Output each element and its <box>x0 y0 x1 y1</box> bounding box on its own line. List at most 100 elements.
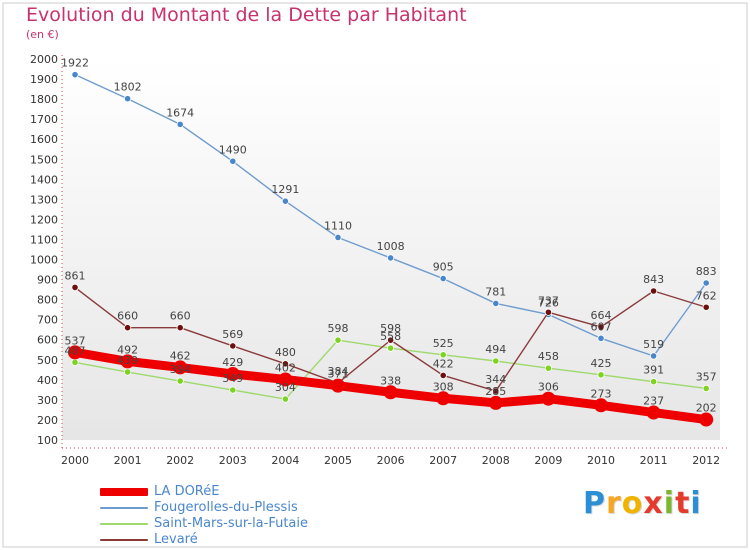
data-label: 480 <box>275 346 296 359</box>
data-point <box>649 287 658 295</box>
y-tick-label: 200 <box>37 414 58 427</box>
y-tick-label: 1400 <box>30 173 58 186</box>
data-label: 519 <box>643 338 664 351</box>
x-tick-label: 2004 <box>271 454 299 467</box>
data-point <box>229 386 237 394</box>
logo-letter: P <box>583 486 606 521</box>
y-tick-label: 2000 <box>30 53 58 66</box>
data-point <box>68 345 82 360</box>
data-label: 458 <box>538 350 559 363</box>
data-label: 338 <box>380 374 401 387</box>
legend-label: Levaré <box>154 532 198 547</box>
data-label: 391 <box>643 364 664 377</box>
data-label: 781 <box>485 285 506 298</box>
data-point <box>278 372 293 387</box>
data-label: 1490 <box>219 143 247 156</box>
x-tick-label: 2006 <box>377 454 405 467</box>
data-label: 237 <box>643 395 664 408</box>
chart-title: Evolution du Montant de la Dette par Hab… <box>26 4 467 26</box>
data-label: 1922 <box>61 57 89 70</box>
legend-label: Saint-Mars-sur-la-Futaie <box>154 516 309 531</box>
data-point <box>173 360 188 375</box>
y-tick-label: 300 <box>37 394 58 407</box>
data-label: 607 <box>591 320 612 333</box>
legend-label: LA DORéE <box>154 484 220 499</box>
data-point <box>176 120 184 128</box>
data-point <box>597 323 605 331</box>
data-label: 462 <box>170 349 191 362</box>
x-tick-label: 2000 <box>61 454 89 467</box>
logo-letter: o <box>621 486 644 521</box>
legend-swatch-saint-mars <box>100 523 148 525</box>
data-point <box>439 274 447 283</box>
data-label: 429 <box>222 356 243 369</box>
y-tick-label: 1300 <box>30 193 58 206</box>
data-label: 660 <box>170 310 191 323</box>
legend-item: Fougerolles-du-Plessis <box>100 500 360 516</box>
x-tick-label: 2001 <box>114 454 142 467</box>
y-tick-label: 400 <box>37 374 58 387</box>
data-point <box>594 398 608 413</box>
x-tick-label: 2011 <box>640 454 668 467</box>
legend-item: LA DORéE <box>100 484 360 500</box>
logo-letter: x <box>643 486 664 521</box>
y-tick-label: 1800 <box>30 93 58 106</box>
data-point <box>646 405 661 420</box>
y-tick-label: 1600 <box>30 133 58 146</box>
y-tick-label: 100 <box>37 434 58 447</box>
data-label: 664 <box>591 309 612 322</box>
data-label: 843 <box>643 273 664 286</box>
y-tick-label: 600 <box>37 334 58 347</box>
data-point <box>492 387 500 395</box>
data-point <box>281 197 289 205</box>
data-label: 285 <box>485 385 506 398</box>
proxiti-logo: Proxiti <box>583 486 702 521</box>
data-point <box>71 283 79 291</box>
x-tick-label: 2005 <box>324 454 352 467</box>
data-label: 422 <box>433 357 454 370</box>
data-label: 1802 <box>114 81 142 94</box>
x-tick-label: 2007 <box>429 454 457 467</box>
data-point <box>544 308 553 316</box>
logo-letter: t <box>675 486 691 521</box>
data-point <box>436 391 451 406</box>
data-label: 883 <box>696 265 717 278</box>
y-tick-label: 1900 <box>30 73 58 86</box>
data-label: 726 <box>538 296 559 309</box>
data-label: 349 <box>222 372 243 385</box>
y-tick-label: 1200 <box>30 213 58 226</box>
y-tick-label: 800 <box>37 294 58 307</box>
y-tick-label: 1000 <box>30 254 58 267</box>
logo-letter: r <box>606 486 622 521</box>
legend-item: Levaré <box>100 532 360 548</box>
data-point <box>176 377 184 385</box>
data-label: 558 <box>380 330 401 343</box>
data-point <box>702 279 710 287</box>
x-tick-label: 2002 <box>166 454 194 467</box>
data-label: 273 <box>591 387 612 400</box>
data-label: 537 <box>65 334 86 347</box>
data-point <box>225 367 240 382</box>
legend-swatch-levare <box>100 539 148 541</box>
legend-swatch-fougerolles <box>100 507 148 509</box>
data-label: 492 <box>117 343 138 356</box>
data-label: 357 <box>696 370 717 383</box>
data-point <box>331 378 345 393</box>
data-point <box>492 299 500 308</box>
legend-label: Fougerolles-du-Plessis <box>154 500 298 515</box>
data-label: 1008 <box>377 240 405 253</box>
y-tick-label: 500 <box>37 354 58 367</box>
data-point <box>597 334 605 342</box>
data-point <box>229 157 237 165</box>
y-tick-label: 900 <box>37 274 58 287</box>
data-label: 1674 <box>166 106 194 119</box>
x-tick-label: 2003 <box>219 454 247 467</box>
data-point <box>281 395 289 403</box>
data-point <box>386 254 395 262</box>
data-label: 202 <box>696 402 717 415</box>
data-point <box>281 360 289 368</box>
data-label: 598 <box>328 322 349 335</box>
legend: LA DORéE Fougerolles-du-Plessis Saint-Ma… <box>100 484 360 548</box>
data-point <box>702 384 710 393</box>
